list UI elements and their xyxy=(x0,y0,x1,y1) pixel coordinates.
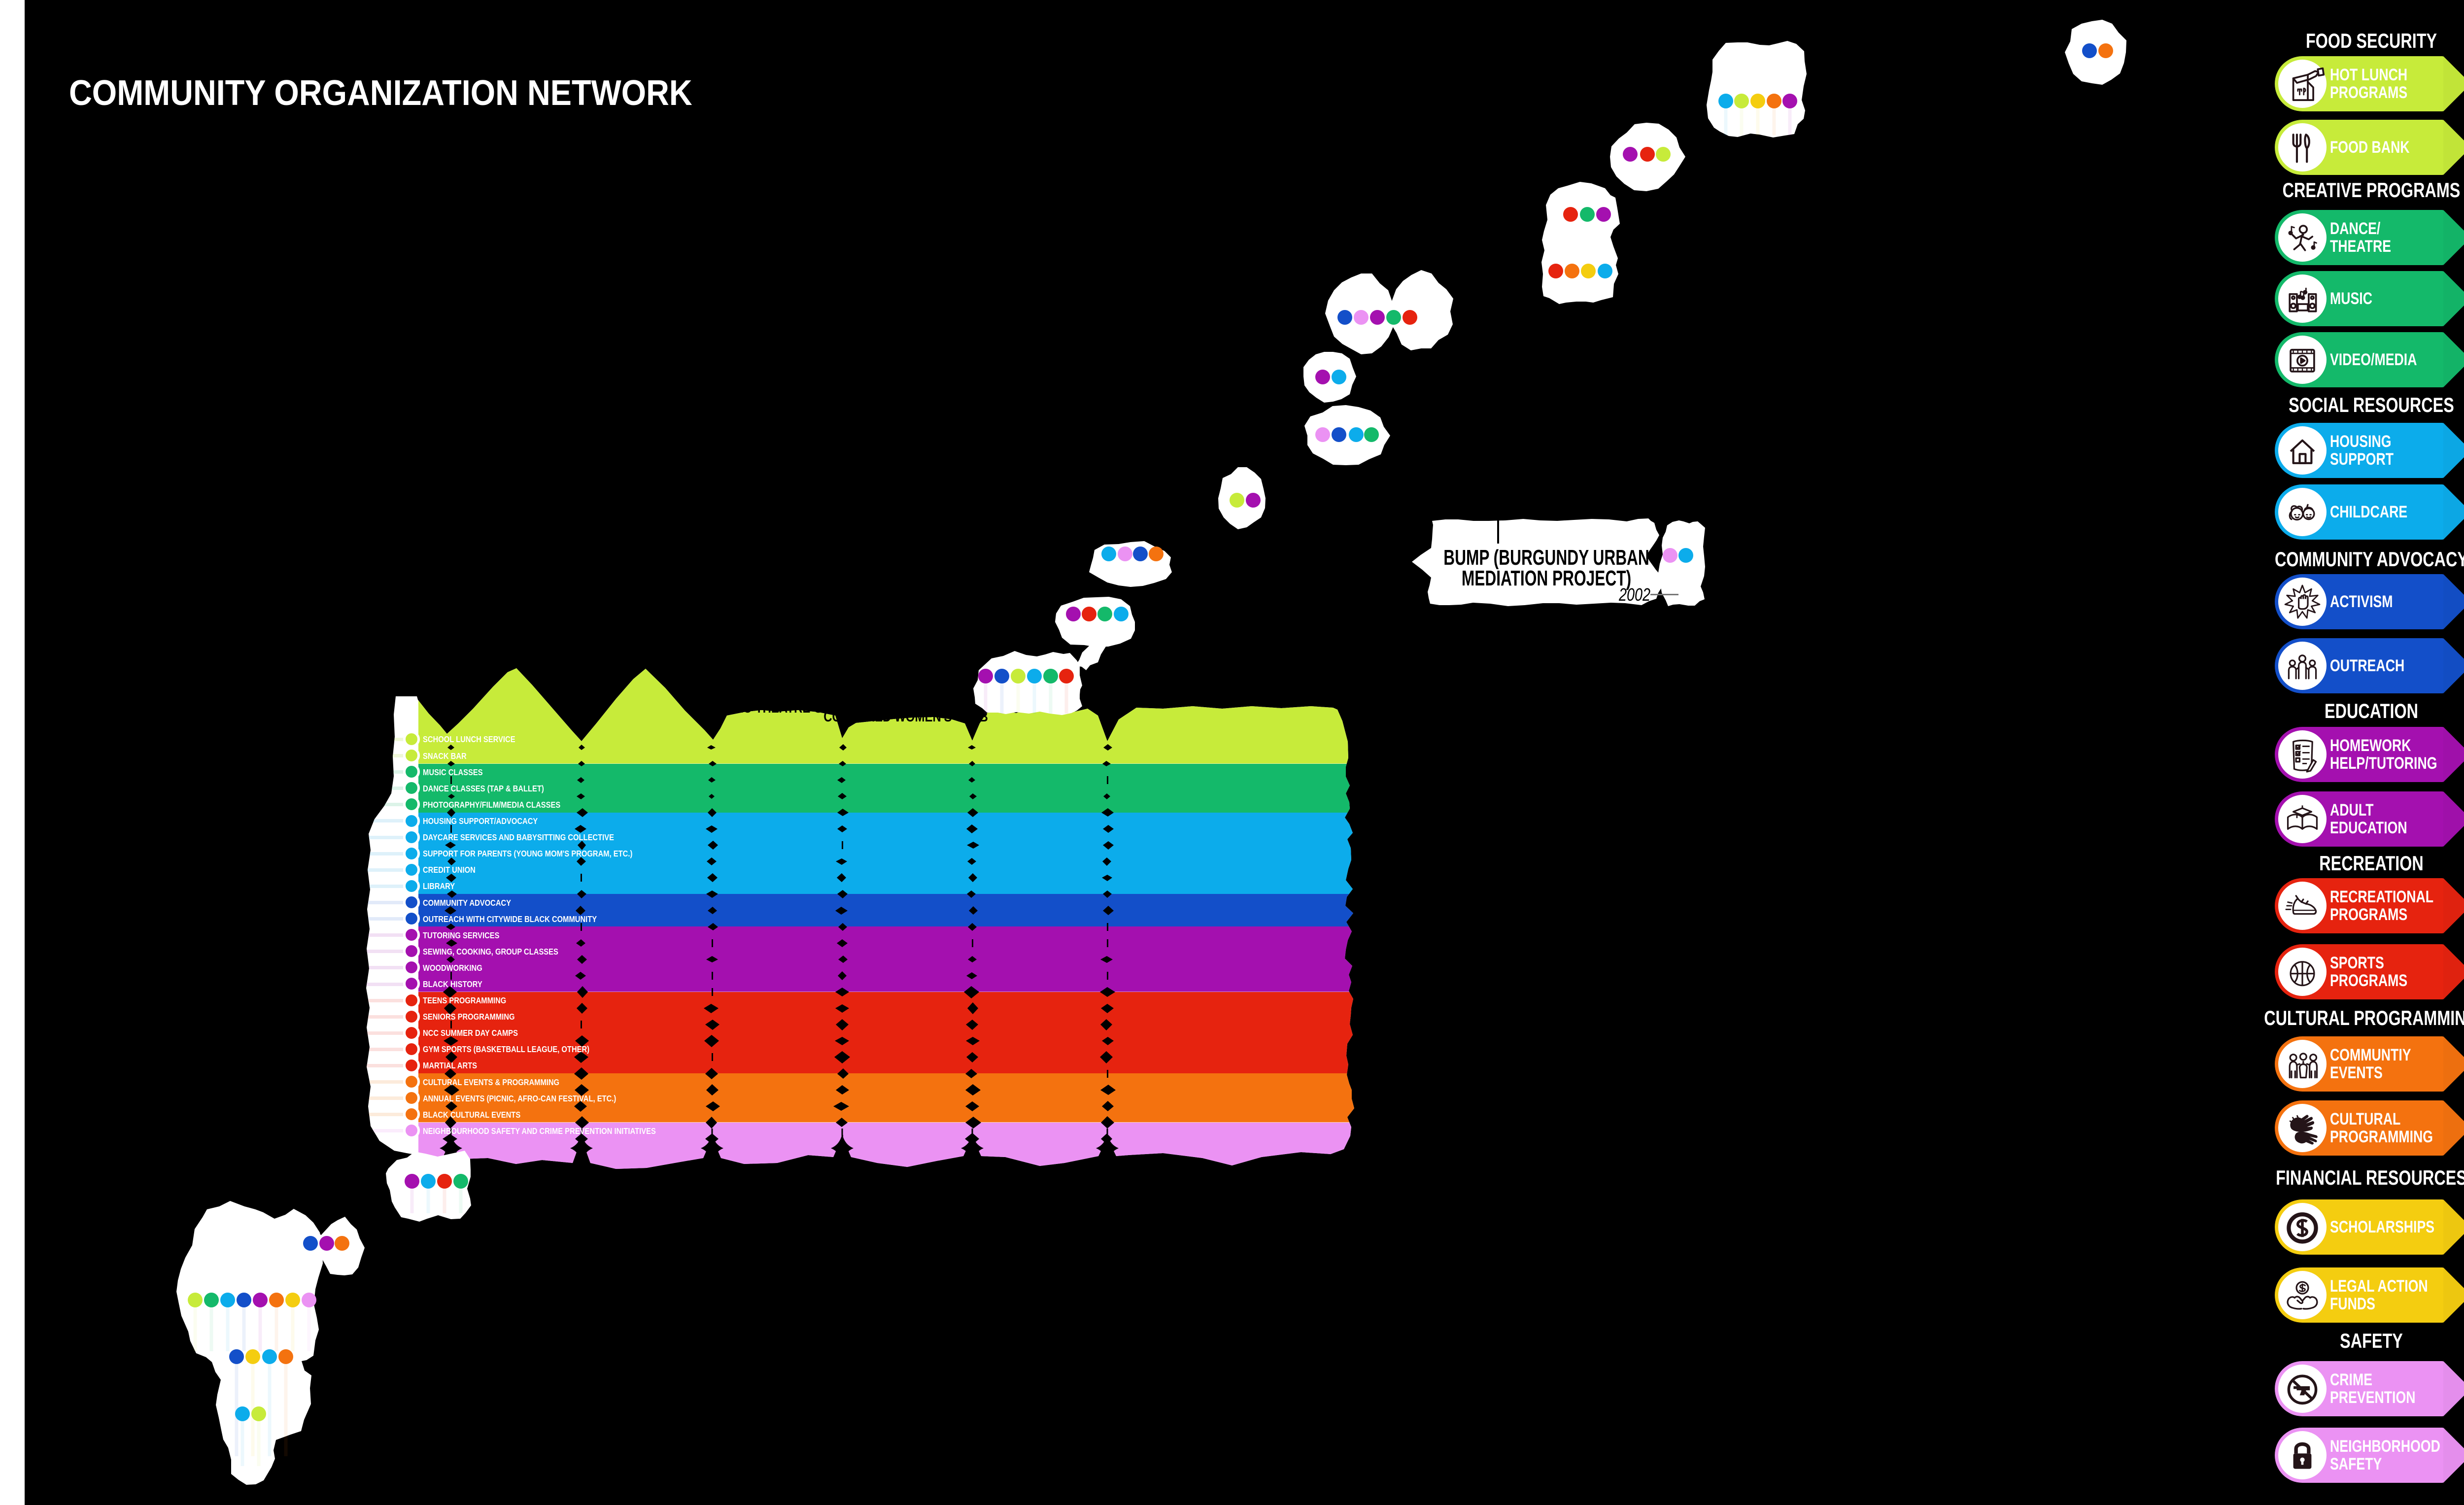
svg-text:NEGRO THEATRE GUILD: NEGRO THEATRE GUILD xyxy=(709,699,850,716)
svg-text:COMMUNITY ADVOCACY: COMMUNITY ADVOCACY xyxy=(2275,547,2464,571)
svg-text:SAFETY: SAFETY xyxy=(2340,1329,2403,1352)
svg-text:2002: 2002 xyxy=(1618,584,1650,605)
svg-text:DAYCARE SERVICES AND BABYSITTI: DAYCARE SERVICES AND BABYSITTING COLLECT… xyxy=(423,833,614,842)
svg-text:TUTORING SERVICES: TUTORING SERVICES xyxy=(423,931,500,940)
svg-text:FINANCIAL RESOURCES: FINANCIAL RESOURCES xyxy=(2276,1166,2464,1189)
svg-text:COLOURED WOMEN'S CLUB: COLOURED WOMEN'S CLUB xyxy=(823,708,988,724)
svg-text:1902: 1902 xyxy=(892,695,919,712)
svg-text:NCC SUMMER DAY CAMPS: NCC SUMMER DAY CAMPS xyxy=(423,1028,518,1038)
svg-text:BLACK HISTORY: BLACK HISTORY xyxy=(423,980,482,989)
svg-text:NEIGHBOURHOOD SAFETY AND CRIME: NEIGHBOURHOOD SAFETY AND CRIME PREVENTIO… xyxy=(423,1127,656,1136)
svg-text:EDUCATION: EDUCATION xyxy=(2325,699,2418,722)
svg-text:MARTIAL ARTS: MARTIAL ARTS xyxy=(423,1061,477,1070)
svg-text:MEDIATION PROJECT): MEDIATION PROJECT) xyxy=(1462,566,1631,590)
svg-text:MUSIC CLASSES: MUSIC CLASSES xyxy=(423,768,483,777)
svg-text:HOUSING SUPPORT/ADVOCACY: HOUSING SUPPORT/ADVOCACY xyxy=(423,817,538,826)
svg-text:RECREATION: RECREATION xyxy=(2319,852,2424,875)
svg-text:BLACK CULTURAL EVENTS: BLACK CULTURAL EVENTS xyxy=(423,1110,520,1120)
svg-text:WOODWORKING: WOODWORKING xyxy=(423,963,482,973)
svg-text:UNION UNITED CHURCH 1907: UNION UNITED CHURCH 1907 xyxy=(1098,692,1267,709)
svg-text:ANNUAL EVENTS (PICNIC, AFRO-CA: ANNUAL EVENTS (PICNIC, AFRO-CAN FESTIVAL… xyxy=(423,1094,616,1103)
svg-text:FOOD SECURITY: FOOD SECURITY xyxy=(2306,29,2437,52)
svg-text:CREDIT UNION: CREDIT UNION xyxy=(423,865,476,875)
svg-text:DANCE CLASSES (TAP & BALLET): DANCE CLASSES (TAP & BALLET) xyxy=(423,784,544,793)
svg-text:CULTURAL PROGRAMMING: CULTURAL PROGRAMMING xyxy=(2264,1006,2464,1029)
svg-text:CREATIVE PROGRAMS: CREATIVE PROGRAMS xyxy=(2283,178,2461,202)
svg-text:SCHOOL LUNCH SERVICE: SCHOOL LUNCH SERVICE xyxy=(423,735,515,744)
svg-text:LIBRARY: LIBRARY xyxy=(423,882,455,891)
svg-text:SOCIAL RESOURCES: SOCIAL RESOURCES xyxy=(2289,393,2454,416)
svg-text:PHOTOGRAPHY/FILM/MEDIA CLASSES: PHOTOGRAPHY/FILM/MEDIA CLASSES xyxy=(423,800,561,810)
svg-text:COMMUNITY ADVOCACY: COMMUNITY ADVOCACY xyxy=(423,898,511,908)
svg-text:SENIORS PROGRAMMING: SENIORS PROGRAMMING xyxy=(423,1012,514,1022)
svg-text:MONTREAL: MONTREAL xyxy=(746,684,813,701)
svg-text:GYM SPORTS (BASKETBALL LEAGUE,: GYM SPORTS (BASKETBALL LEAGUE, OTHER) xyxy=(423,1045,589,1054)
svg-text:SUPPORT FOR PARENTS (YOUNG MOM: SUPPORT FOR PARENTS (YOUNG MOM'S PROGRAM… xyxy=(423,849,632,858)
svg-text:BUMP (BURGUNDY URBAN: BUMP (BURGUNDY URBAN xyxy=(1443,546,1649,570)
svg-text:TEENS PROGRAMMING: TEENS PROGRAMMING xyxy=(423,996,506,1005)
svg-text:OUTREACH WITH CITYWIDE BLACK C: OUTREACH WITH CITYWIDE BLACK COMMUNITY xyxy=(423,915,597,924)
svg-text:SNACK BAR: SNACK BAR xyxy=(423,752,467,761)
svg-text:CULTURAL EVENTS & PROGRAMMING: CULTURAL EVENTS & PROGRAMMING xyxy=(423,1078,559,1087)
svg-text:SEWING, COOKING, GROUP CLASSES: SEWING, COOKING, GROUP CLASSES xyxy=(423,947,558,957)
